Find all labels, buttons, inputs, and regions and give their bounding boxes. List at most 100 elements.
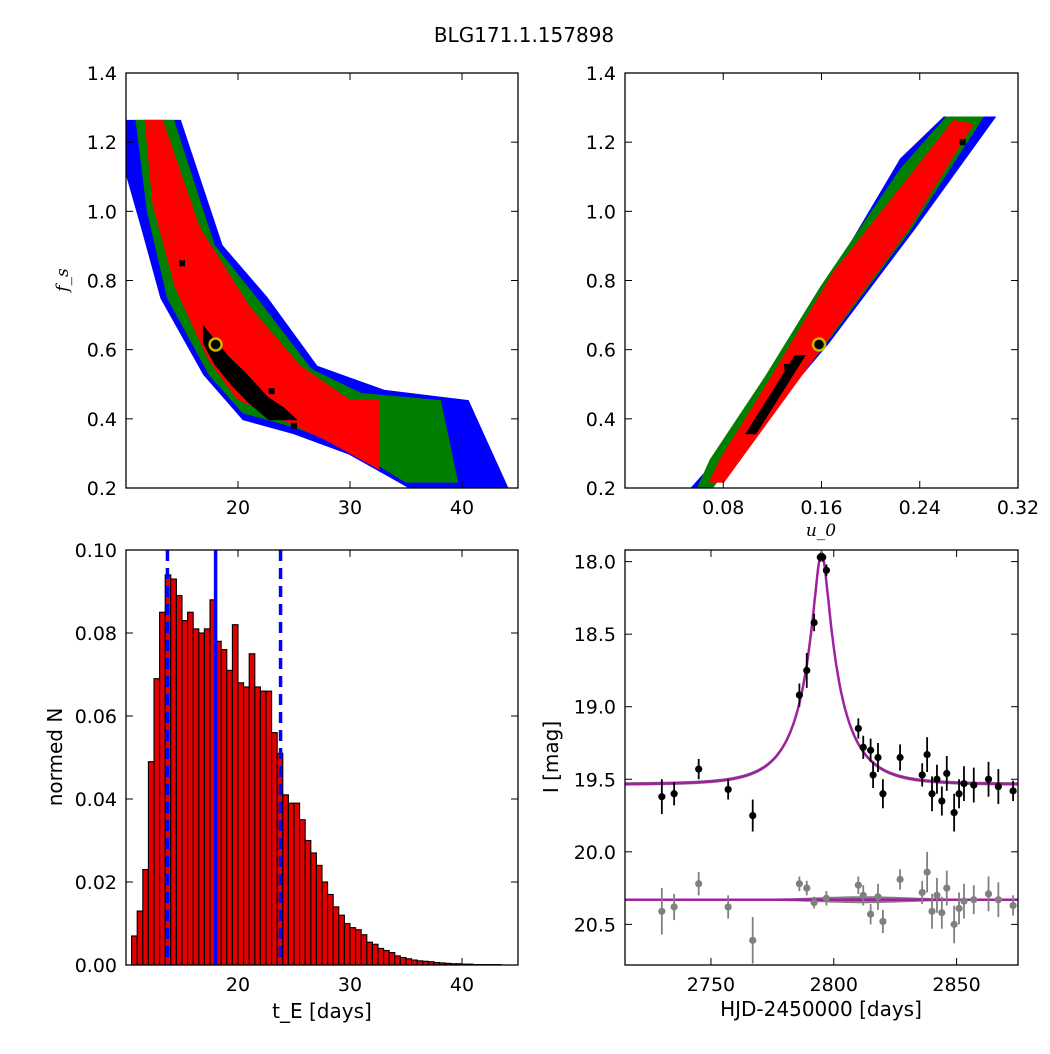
data-point xyxy=(938,797,945,804)
histogram-bar xyxy=(227,670,233,965)
residual-point xyxy=(811,899,818,906)
y-axis-label: normed N xyxy=(43,708,67,807)
histogram-bar xyxy=(176,596,182,965)
residual-point xyxy=(867,911,874,918)
x-tick-label: 30 xyxy=(338,974,362,996)
data-point xyxy=(879,790,886,797)
best-chi2-bin xyxy=(179,260,185,266)
histogram-bar xyxy=(294,803,300,965)
y-tick-label: 1.2 xyxy=(586,132,616,154)
residual-point xyxy=(933,892,940,899)
x-axis-label: t_E [days] xyxy=(272,999,372,1023)
data-point xyxy=(955,790,962,797)
residual-point xyxy=(955,905,962,912)
y-tick-label: 20.5 xyxy=(574,914,616,936)
histogram-bar xyxy=(182,621,188,965)
histogram-bar xyxy=(367,942,373,965)
y-tick-label: 0.2 xyxy=(586,478,616,500)
y-axis-label: I [mag] xyxy=(539,721,563,793)
histogram-bar xyxy=(328,894,334,965)
histogram-bar xyxy=(311,853,317,965)
y-tick-label: 0.06 xyxy=(75,706,117,728)
data-point xyxy=(928,790,935,797)
histogram-bar xyxy=(193,629,199,965)
data-point xyxy=(811,619,818,626)
y-tick-label: 0.4 xyxy=(87,409,117,431)
best-fit-marker xyxy=(813,338,825,350)
residual-point xyxy=(725,903,732,910)
residual-point xyxy=(943,884,950,891)
histogram-bar xyxy=(199,633,205,965)
y-tick-label: 0.2 xyxy=(87,478,117,500)
best-chi2-bin xyxy=(960,139,966,145)
data-point xyxy=(725,786,732,793)
residual-point xyxy=(796,880,803,887)
y-tick-label: 0.6 xyxy=(586,340,616,362)
residual-point xyxy=(879,918,886,925)
residual-point xyxy=(924,869,931,876)
x-axis-label: u_0 xyxy=(806,521,836,541)
data-point xyxy=(943,770,950,777)
data-point xyxy=(860,744,867,751)
x-tick-label: 0.16 xyxy=(800,497,842,519)
residual-point xyxy=(855,882,862,889)
x-tick-label: 40 xyxy=(450,497,474,519)
x-tick-label: 0.32 xyxy=(997,497,1039,519)
residual-point xyxy=(985,890,992,897)
histogram-bar xyxy=(249,654,255,965)
data-point xyxy=(924,751,931,758)
x-tick-label: 20 xyxy=(226,497,250,519)
data-point xyxy=(803,667,810,674)
histogram-bar xyxy=(384,950,390,965)
histogram-bar xyxy=(395,956,401,965)
histogram-bar xyxy=(272,733,278,965)
histogram-bar xyxy=(339,915,345,965)
x-tick-label: 20 xyxy=(226,974,250,996)
data-point xyxy=(951,809,958,816)
best-chi2-bin xyxy=(269,388,275,394)
residual-point xyxy=(860,892,867,899)
data-point xyxy=(855,725,862,732)
x-tick-label: 0.08 xyxy=(702,497,744,519)
histogram-bar xyxy=(344,924,350,966)
y-tick-label: 0.08 xyxy=(75,623,117,645)
histogram-bar xyxy=(255,687,261,965)
residual-point xyxy=(874,893,881,900)
residual-point xyxy=(803,884,810,891)
y-tick-label: 20.0 xyxy=(574,842,616,864)
data-point xyxy=(671,790,678,797)
residual-point xyxy=(658,908,665,915)
data-point xyxy=(933,776,940,783)
data-point xyxy=(897,754,904,761)
data-point xyxy=(819,554,826,561)
histogram-bar xyxy=(288,803,294,965)
histogram-bar xyxy=(143,870,149,965)
best-chi2-bin xyxy=(784,364,790,370)
histogram-bar xyxy=(322,882,328,965)
histogram-bar xyxy=(137,911,143,965)
histogram-bar xyxy=(266,691,272,965)
histogram-bar xyxy=(160,612,166,965)
data-point xyxy=(874,754,881,761)
x-tick-label: 2800 xyxy=(810,974,858,996)
histogram-bar xyxy=(305,841,311,966)
histogram-bar xyxy=(333,907,339,965)
x-axis-label: HJD-2450000 [days] xyxy=(720,997,922,1021)
y-tick-label: 0.00 xyxy=(75,955,117,977)
data-point xyxy=(823,567,830,574)
y-tick-label: 18.5 xyxy=(574,624,616,646)
histogram-bar xyxy=(361,935,367,965)
data-point xyxy=(869,771,876,778)
residual-point xyxy=(1009,902,1016,909)
histogram-bar xyxy=(378,948,384,965)
residual-point xyxy=(919,889,926,896)
histogram-bar xyxy=(316,865,322,965)
data-point xyxy=(867,747,874,754)
residual-point xyxy=(695,880,702,887)
data-point xyxy=(985,776,992,783)
y-tick-label: 1.0 xyxy=(586,201,616,223)
residual-point xyxy=(995,896,1002,903)
y-tick-label: 1.2 xyxy=(87,132,117,154)
histogram-bar xyxy=(154,679,160,965)
